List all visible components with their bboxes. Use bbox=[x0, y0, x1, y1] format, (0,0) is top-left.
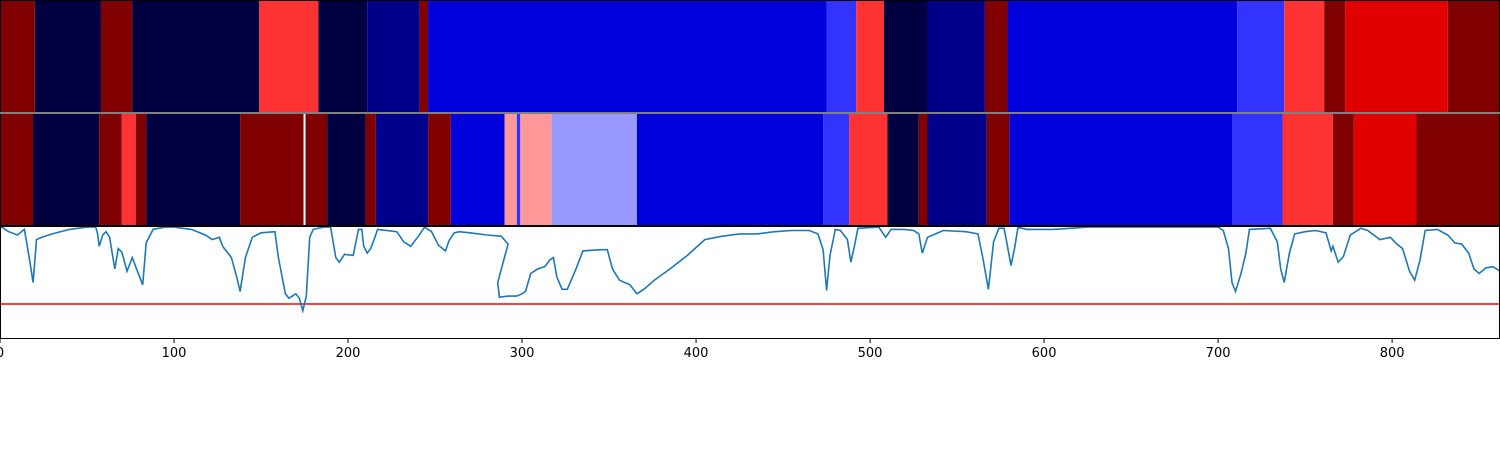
segment-2-20 bbox=[918, 113, 928, 226]
x-tick-label: 700 bbox=[1206, 346, 1231, 361]
x-tick-label: 500 bbox=[858, 346, 883, 361]
segment-2-16 bbox=[636, 113, 824, 226]
x-tick-label: 0 bbox=[0, 346, 4, 361]
segment-1-8 bbox=[428, 0, 827, 113]
segment-2-1 bbox=[33, 113, 100, 226]
segment-2-5 bbox=[146, 113, 241, 226]
segment-2-0 bbox=[0, 113, 34, 226]
x-axis: 0 100 200 300 400 500 600 700 800 bbox=[0, 339, 1405, 361]
segment-1-1 bbox=[34, 0, 101, 113]
segment-2-17 bbox=[823, 113, 850, 226]
segment-1-15 bbox=[1237, 0, 1285, 113]
segment-1-2 bbox=[100, 0, 133, 113]
segment-2-4 bbox=[135, 113, 147, 226]
segment-2-13 bbox=[516, 113, 521, 226]
signal-track bbox=[0, 226, 1500, 314]
segment-2-8 bbox=[365, 113, 376, 226]
x-tick-label: 400 bbox=[684, 346, 709, 361]
segment-1-18 bbox=[1345, 0, 1448, 113]
segment-2-26 bbox=[1332, 113, 1354, 226]
x-tick-label: 100 bbox=[162, 346, 187, 361]
x-tick-label: 600 bbox=[1032, 346, 1057, 361]
segment-1-12 bbox=[927, 0, 985, 113]
x-tick-label: 800 bbox=[1380, 346, 1405, 361]
segment-track-1 bbox=[0, 0, 1500, 113]
segment-2-7 bbox=[327, 113, 366, 226]
signal-line bbox=[0, 226, 1500, 314]
segment-1-14 bbox=[1007, 0, 1238, 113]
segment-1-17 bbox=[1324, 0, 1346, 113]
segment-2-2 bbox=[99, 113, 122, 226]
segment-1-4 bbox=[259, 0, 319, 113]
segment-2-9 bbox=[375, 113, 429, 226]
x-tick-label: 200 bbox=[336, 346, 361, 361]
segment-1-11 bbox=[883, 0, 928, 113]
segment-2-19 bbox=[887, 113, 919, 226]
segment-2-10 bbox=[428, 113, 451, 226]
segment-2-28 bbox=[1416, 113, 1500, 226]
segment-1-19 bbox=[1447, 0, 1500, 113]
segment-2-11 bbox=[450, 113, 505, 226]
segment-1-0 bbox=[0, 0, 35, 113]
segment-2-22 bbox=[986, 113, 1010, 226]
segment-1-5 bbox=[318, 0, 368, 113]
x-tick-label: 300 bbox=[510, 346, 535, 361]
segment-1-3 bbox=[132, 0, 260, 113]
segment-2-6 bbox=[240, 113, 328, 226]
segment-2-27 bbox=[1353, 113, 1417, 226]
segment-2-3 bbox=[121, 113, 136, 226]
segment-2-24 bbox=[1232, 113, 1283, 226]
segment-1-10 bbox=[856, 0, 884, 113]
segment-track-2 bbox=[0, 113, 1500, 226]
segment-2-18 bbox=[849, 113, 888, 226]
segment-2-14 bbox=[520, 113, 552, 226]
segment-1-16 bbox=[1284, 0, 1325, 113]
segment-1-13 bbox=[984, 0, 1008, 113]
segment-2-15 bbox=[551, 113, 637, 226]
segment-2-25 bbox=[1282, 113, 1333, 226]
segment-2-23 bbox=[1009, 113, 1233, 226]
segment-1-7 bbox=[419, 0, 429, 113]
segment-2-21 bbox=[927, 113, 987, 226]
segment-2-12 bbox=[504, 113, 517, 226]
segment-1-6 bbox=[367, 0, 420, 113]
segment-1-9 bbox=[826, 0, 857, 113]
panel-frame-3 bbox=[0, 226, 1500, 339]
